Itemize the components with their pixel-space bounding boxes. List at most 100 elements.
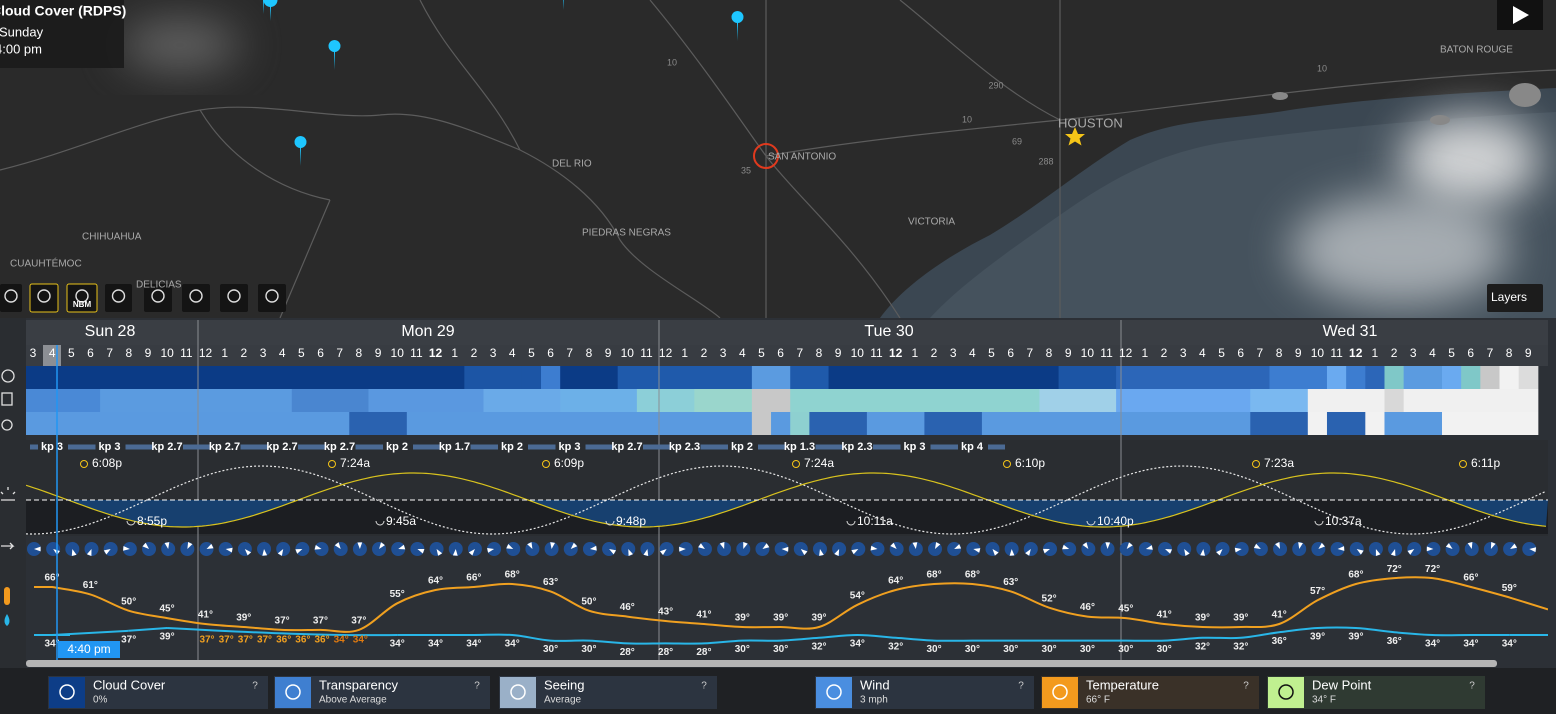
temperature-label: 61° — [83, 580, 98, 591]
temperature-label: 41° — [1272, 610, 1287, 621]
condition-cell — [1116, 389, 1251, 412]
dew-point-label: 30° — [1003, 644, 1018, 655]
wind-arrow — [851, 549, 859, 555]
legend-value: 34° F — [1312, 695, 1336, 706]
moon-curve — [26, 465, 1547, 535]
wind-arrow — [314, 545, 322, 550]
condition-cell — [1269, 366, 1328, 389]
hour-label: 9 — [1525, 346, 1532, 360]
temperature-label: 72° — [1425, 564, 1440, 575]
legend-glyph — [59, 684, 75, 700]
hour-label: 7 — [106, 346, 113, 360]
kp-label: kp 2.7 — [611, 441, 642, 453]
wind-arrow — [1025, 549, 1031, 556]
kp-label: kp 2.3 — [669, 441, 700, 453]
hour-label: 7 — [1257, 346, 1264, 360]
legend-item[interactable]: Temperature 66° F? — [1041, 676, 1259, 709]
temperature-label: 52° — [1042, 593, 1057, 604]
legend-item[interactable]: Dew Point 34° F? — [1267, 676, 1485, 709]
location-marker[interactable] — [753, 143, 779, 169]
condition-cell — [866, 412, 925, 435]
hourly-temperature-label: 36° — [276, 635, 291, 646]
moon-icon — [1314, 520, 1324, 526]
legend-help[interactable]: ? — [1469, 681, 1475, 692]
wind-arrow — [34, 546, 41, 552]
wind-arrow — [1216, 549, 1223, 556]
temperature-label: 39° — [1195, 613, 1210, 624]
legend-item[interactable]: Cloud Cover 0%? — [48, 676, 268, 709]
legend-help[interactable]: ? — [474, 681, 480, 692]
toolbar-button[interactable]: NBM — [66, 283, 98, 313]
temperature-label: 39° — [1233, 613, 1248, 624]
temperature-label: 37° — [313, 616, 328, 627]
wind-arrow — [262, 549, 268, 556]
toolbar-button[interactable] — [105, 284, 132, 312]
toolbar-button[interactable] — [29, 283, 59, 313]
condition-cell — [1326, 412, 1366, 435]
legend-help[interactable]: ? — [701, 681, 707, 692]
hour-label: 7 — [336, 346, 343, 360]
hour-label: 5 — [1218, 346, 1225, 360]
legend-help[interactable]: ? — [1018, 681, 1024, 692]
scrollbar[interactable] — [26, 660, 1497, 667]
hour-label: 7 — [796, 346, 803, 360]
temperature-label: 45° — [1118, 604, 1133, 615]
overlay-box — [0, 0, 124, 68]
button-bg — [182, 284, 210, 312]
legend-item[interactable]: Wind 3 mph? — [815, 676, 1034, 709]
wind-arrow — [123, 546, 130, 551]
overlay-title: Cloud Cover (RDPS) — [0, 3, 126, 19]
kp-label: kp 4 — [961, 441, 984, 453]
play-button[interactable] — [1497, 0, 1543, 30]
hour-label: 4 — [1199, 346, 1206, 360]
toolbar-button[interactable] — [258, 284, 286, 312]
wind-arrow — [1337, 546, 1345, 551]
wind-arrow — [244, 549, 252, 556]
temperature-label: 39° — [811, 613, 826, 624]
hour-label: 2 — [241, 346, 248, 360]
hour-row — [26, 345, 1548, 366]
toolbar-button[interactable] — [182, 284, 210, 312]
wind-arrow — [1105, 542, 1111, 549]
hour-label: 9 — [375, 346, 382, 360]
legend-item[interactable]: Transparency Above Average? — [274, 676, 490, 709]
overlay-day: Sunday — [0, 24, 44, 39]
home-star — [1065, 127, 1085, 146]
toolbar-button[interactable] — [0, 284, 22, 312]
legend-glyph — [1052, 684, 1068, 700]
wind-arrow — [550, 542, 555, 549]
condition-cell — [694, 389, 753, 412]
dew-point-label: 36° — [1272, 636, 1287, 647]
legend-help[interactable]: ? — [1243, 681, 1249, 692]
button-bg — [144, 284, 172, 312]
wind-arrow — [743, 542, 748, 549]
timeline: Sun 28 Mon 29 Tue 30 Wed 313 4 5 6 7 8 9 10 11 12 1 2 3… — [26, 320, 1548, 660]
hour-label: 5 — [1448, 346, 1455, 360]
wind-arrow — [660, 549, 667, 555]
legend-value: Above Average — [319, 695, 387, 706]
temperature-label: 68° — [1348, 570, 1363, 581]
sun-icon — [80, 460, 88, 468]
layers-button[interactable]: Layers — [1487, 284, 1543, 312]
legend-item[interactable]: Seeing Average? — [499, 676, 717, 709]
toolbar-button[interactable] — [144, 284, 172, 312]
button-icon — [111, 289, 126, 303]
road-label: 10 — [667, 57, 677, 67]
hourly-temperature-label: 37° — [199, 635, 214, 646]
hour-label: 8 — [356, 346, 363, 360]
hour-label: 10 — [161, 346, 175, 360]
hour-label: 4 — [49, 346, 56, 360]
dew-point-label: 34° — [390, 639, 405, 650]
wind-arrow — [870, 545, 878, 551]
button-bg — [220, 284, 248, 312]
dew-point-label: 30° — [1080, 644, 1095, 655]
hour-label: 5 — [298, 346, 305, 360]
legend-help[interactable]: ? — [252, 681, 258, 692]
hour-label: 11 — [1330, 346, 1343, 360]
hour-label: 8 — [126, 346, 133, 360]
kp-chip — [843, 441, 873, 453]
wind-arrow — [295, 549, 303, 554]
condition-cell — [828, 366, 1060, 389]
wind-arrow — [1467, 542, 1473, 549]
toolbar-button[interactable] — [220, 284, 248, 312]
